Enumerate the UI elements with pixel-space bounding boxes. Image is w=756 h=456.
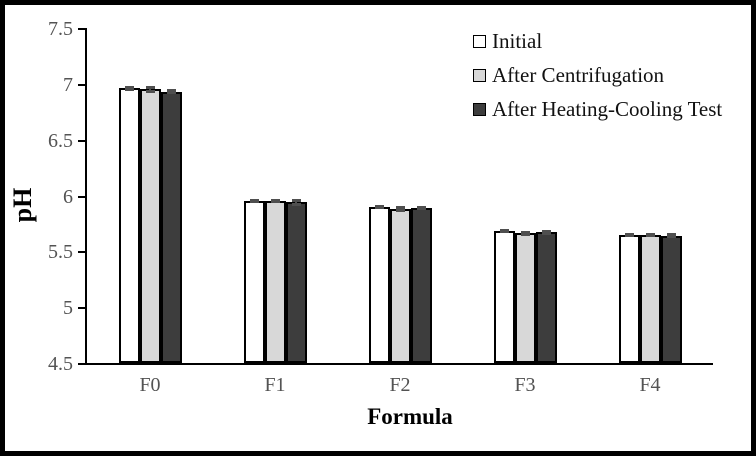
legend-label: After Centrifugation bbox=[492, 63, 665, 87]
x-tick-label: F1 bbox=[264, 374, 286, 396]
error-bar bbox=[145, 86, 155, 93]
error-bar-line bbox=[295, 198, 297, 206]
y-tick-mark bbox=[78, 83, 85, 86]
error-bar-cap-bottom bbox=[249, 200, 259, 204]
legend-item-2: After Heating-Cooling Test bbox=[473, 97, 722, 121]
error-bar-cap-bottom bbox=[645, 233, 655, 237]
error-bar bbox=[166, 89, 176, 94]
bar-f0-series-1 bbox=[139, 89, 161, 363]
y-tick-label: 5.5 bbox=[48, 241, 73, 264]
error-bar-cap-bottom bbox=[624, 233, 634, 237]
error-bar bbox=[124, 86, 134, 91]
legend-label: Initial bbox=[492, 29, 543, 53]
bar-f4-series-2 bbox=[660, 235, 682, 363]
legend-label: After Heating-Cooling Test bbox=[492, 97, 723, 121]
legend-swatch-icon bbox=[473, 102, 486, 116]
error-bar-cap-bottom bbox=[520, 233, 530, 237]
y-tick-label: 5 bbox=[63, 297, 73, 320]
legend-swatch-icon bbox=[473, 68, 486, 82]
y-tick-label: 6.5 bbox=[48, 129, 73, 152]
error-bar bbox=[645, 232, 655, 237]
y-tick-label: 7 bbox=[63, 73, 73, 96]
legend-item-1: After Centrifugation bbox=[473, 63, 722, 87]
error-bar bbox=[416, 205, 426, 210]
bar-f0-series-2 bbox=[160, 91, 182, 363]
error-bar-cap-bottom bbox=[374, 205, 384, 209]
x-tick-label: F0 bbox=[139, 374, 161, 396]
error-bar-cap-bottom bbox=[145, 89, 155, 93]
x-axis-line bbox=[85, 363, 713, 365]
bar-f1-series-0 bbox=[243, 201, 265, 363]
error-bar bbox=[270, 198, 280, 204]
error-bar-cap-top bbox=[541, 229, 551, 233]
error-bar-cap-bottom bbox=[499, 230, 509, 234]
bar-f4-series-1 bbox=[639, 234, 661, 363]
bar-f2-series-0 bbox=[368, 206, 390, 363]
error-bar-cap-bottom bbox=[124, 87, 134, 91]
y-tick-mark bbox=[78, 139, 85, 142]
x-tick-label: F4 bbox=[639, 374, 661, 396]
error-bar-cap-top bbox=[395, 205, 405, 209]
bar-f2-series-1 bbox=[389, 208, 411, 363]
error-bar bbox=[374, 204, 384, 209]
error-bar bbox=[541, 229, 551, 236]
bar-f3-series-0 bbox=[493, 231, 515, 363]
y-axis-line bbox=[85, 28, 87, 365]
bar-f4-series-0 bbox=[618, 234, 640, 363]
error-bar-cap-bottom bbox=[541, 232, 551, 236]
y-tick-mark bbox=[78, 363, 85, 365]
error-bar-cap-bottom bbox=[291, 202, 301, 206]
bar-f1-series-2 bbox=[285, 202, 307, 363]
error-bar bbox=[520, 230, 530, 237]
y-tick-mark bbox=[78, 251, 85, 254]
bar-f3-series-1 bbox=[514, 233, 536, 363]
error-bar-line bbox=[149, 86, 151, 93]
error-bar bbox=[499, 229, 509, 234]
error-bar-line bbox=[399, 205, 401, 213]
error-bar-cap-bottom bbox=[270, 200, 280, 204]
y-tick-label: 7.5 bbox=[48, 18, 73, 40]
y-tick-label: 4.5 bbox=[48, 353, 73, 375]
error-bar bbox=[249, 198, 259, 204]
error-bar-cap-bottom bbox=[395, 209, 405, 213]
error-bar bbox=[291, 198, 301, 206]
error-bar bbox=[666, 233, 676, 238]
error-bar-cap-top bbox=[520, 230, 530, 234]
error-bar-cap-top bbox=[145, 86, 155, 90]
y-tick-mark bbox=[78, 307, 85, 310]
bar-f3-series-2 bbox=[535, 232, 557, 363]
legend-item-0: Initial bbox=[473, 29, 722, 53]
x-axis-title: Formula bbox=[367, 404, 453, 429]
error-bar bbox=[395, 205, 405, 213]
bar-f0-series-0 bbox=[118, 88, 140, 363]
legend-swatch-icon bbox=[473, 34, 486, 48]
error-bar bbox=[624, 232, 634, 237]
error-bar-cap-bottom bbox=[416, 207, 426, 210]
error-bar-cap-bottom bbox=[666, 234, 676, 238]
bar-f2-series-2 bbox=[410, 207, 432, 363]
bar-f1-series-1 bbox=[264, 201, 286, 363]
y-tick-label: 6 bbox=[63, 185, 73, 208]
legend: Initial After Centrifugation After Heating… bbox=[473, 29, 722, 131]
error-bar-cap-top bbox=[291, 198, 301, 202]
x-tick-label: F3 bbox=[514, 374, 536, 396]
y-tick-mark bbox=[78, 195, 85, 198]
x-tick-label: F2 bbox=[389, 374, 411, 396]
y-tick-mark bbox=[78, 28, 85, 30]
error-bar-cap-bottom bbox=[166, 90, 176, 94]
